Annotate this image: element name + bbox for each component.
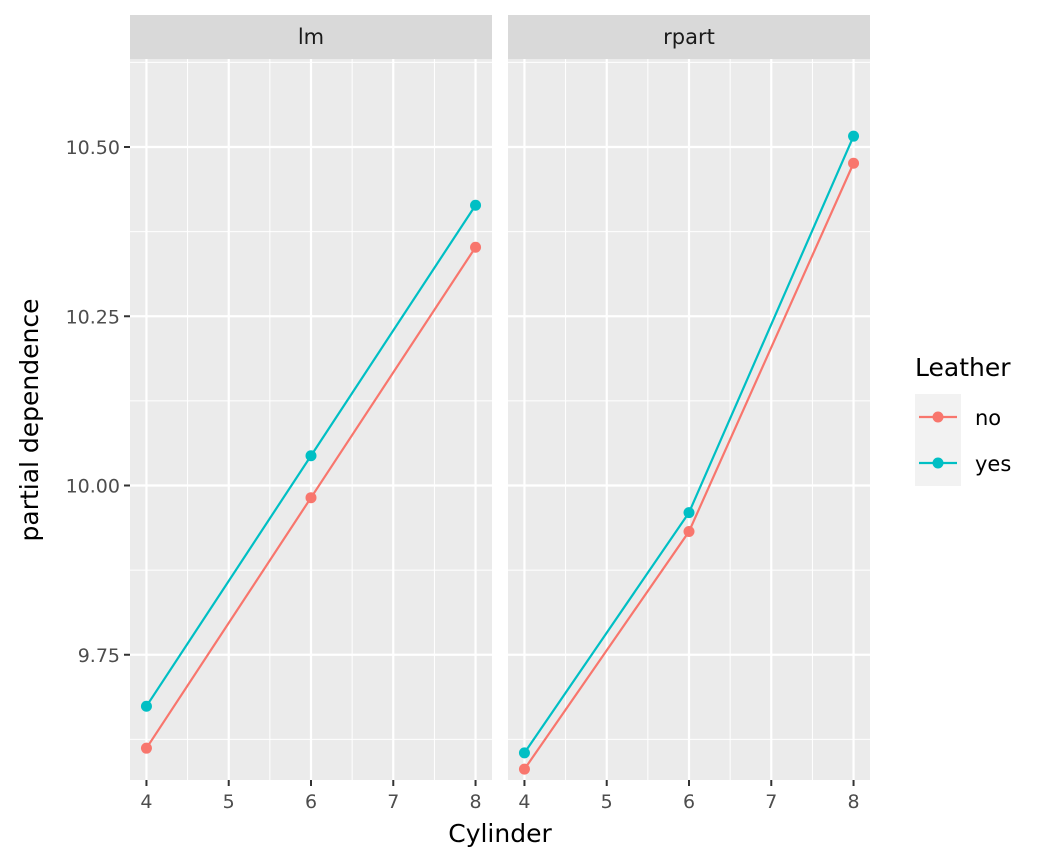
panel-lm: lm — [130, 15, 492, 780]
series-lm — [140, 199, 482, 754]
data-point-no — [140, 742, 152, 754]
x-axis-rpart: 4 5 6 7 8 — [518, 780, 860, 813]
strip-background-rpart — [508, 15, 870, 59]
data-point-no — [470, 241, 482, 253]
strip-label-rpart: rpart — [663, 25, 715, 49]
legend-title: Leather — [915, 353, 1011, 382]
legend-key-point-no — [932, 411, 944, 423]
y-tick-label: 10.00 — [66, 476, 120, 498]
data-point-yes — [305, 450, 317, 462]
legend: Leather no yes — [915, 353, 1011, 486]
strip-background-lm — [130, 15, 492, 59]
x-tick-label: 5 — [601, 791, 613, 813]
x-tick-label: 8 — [847, 791, 859, 813]
legend-key-point-yes — [932, 457, 944, 469]
x-tick-label: 4 — [140, 791, 152, 813]
data-point-no — [518, 763, 530, 775]
x-axis-title: Cylinder — [448, 819, 552, 848]
data-point-yes — [518, 747, 530, 759]
y-axis-title: partial dependence — [15, 299, 44, 542]
y-tick-label: 10.50 — [66, 137, 120, 159]
x-tick-label: 6 — [683, 791, 695, 813]
legend-label-yes: yes — [975, 452, 1011, 476]
y-axis: 9.75 10.00 10.25 10.50 — [66, 137, 130, 667]
x-tick-label: 4 — [518, 791, 530, 813]
data-point-no — [305, 492, 317, 504]
series-rpart — [518, 130, 860, 775]
x-axis-lm: 4 5 6 7 8 — [140, 780, 482, 813]
data-point-yes — [683, 507, 695, 519]
data-point-no — [683, 526, 695, 538]
y-tick-label: 9.75 — [78, 645, 120, 667]
data-point-yes — [848, 130, 860, 142]
x-tick-label: 6 — [305, 791, 317, 813]
x-tick-label: 7 — [765, 791, 777, 813]
gridlines-lm — [130, 59, 492, 780]
data-point-yes — [470, 199, 482, 211]
data-point-no — [848, 157, 860, 169]
data-point-yes — [140, 700, 152, 712]
gridlines-rpart — [508, 59, 870, 780]
strip-label-lm: lm — [298, 25, 324, 49]
y-tick-label: 10.25 — [66, 306, 120, 328]
legend-label-no: no — [975, 406, 1001, 430]
panel-rpart: rpart — [508, 15, 870, 780]
x-tick-label: 5 — [223, 791, 235, 813]
x-tick-label: 8 — [469, 791, 481, 813]
x-tick-label: 7 — [387, 791, 399, 813]
